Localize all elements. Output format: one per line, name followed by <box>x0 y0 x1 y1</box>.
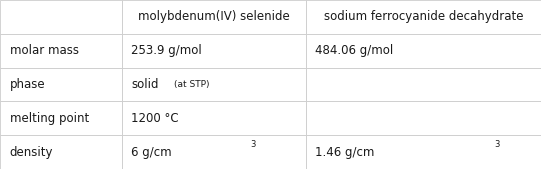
Bar <box>306 135 541 169</box>
Bar <box>0 34 122 68</box>
Bar <box>122 135 306 169</box>
Text: phase: phase <box>10 78 45 91</box>
Text: 1200 °C: 1200 °C <box>131 112 179 125</box>
Text: melting point: melting point <box>10 112 89 125</box>
Bar <box>0 101 122 135</box>
Bar <box>0 68 122 101</box>
Text: solid: solid <box>131 78 159 91</box>
Bar <box>122 101 306 135</box>
Text: 1.46 g/cm: 1.46 g/cm <box>315 146 375 159</box>
Text: (at STP): (at STP) <box>174 80 209 89</box>
Text: sodium ferrocyanide decahydrate: sodium ferrocyanide decahydrate <box>324 10 523 23</box>
Bar <box>122 34 306 68</box>
Text: 6 g/cm: 6 g/cm <box>131 146 172 159</box>
Text: 484.06 g/mol: 484.06 g/mol <box>315 44 394 57</box>
Bar <box>122 0 306 34</box>
Bar <box>306 0 541 34</box>
Bar <box>0 0 122 34</box>
Bar <box>306 34 541 68</box>
Text: density: density <box>10 146 53 159</box>
Bar <box>306 101 541 135</box>
Text: 3: 3 <box>250 140 256 149</box>
Bar <box>306 68 541 101</box>
Text: molybdenum(IV) selenide: molybdenum(IV) selenide <box>138 10 289 23</box>
Bar <box>122 68 306 101</box>
Text: 253.9 g/mol: 253.9 g/mol <box>131 44 202 57</box>
Text: molar mass: molar mass <box>10 44 79 57</box>
Text: 3: 3 <box>494 140 499 149</box>
Bar <box>0 135 122 169</box>
